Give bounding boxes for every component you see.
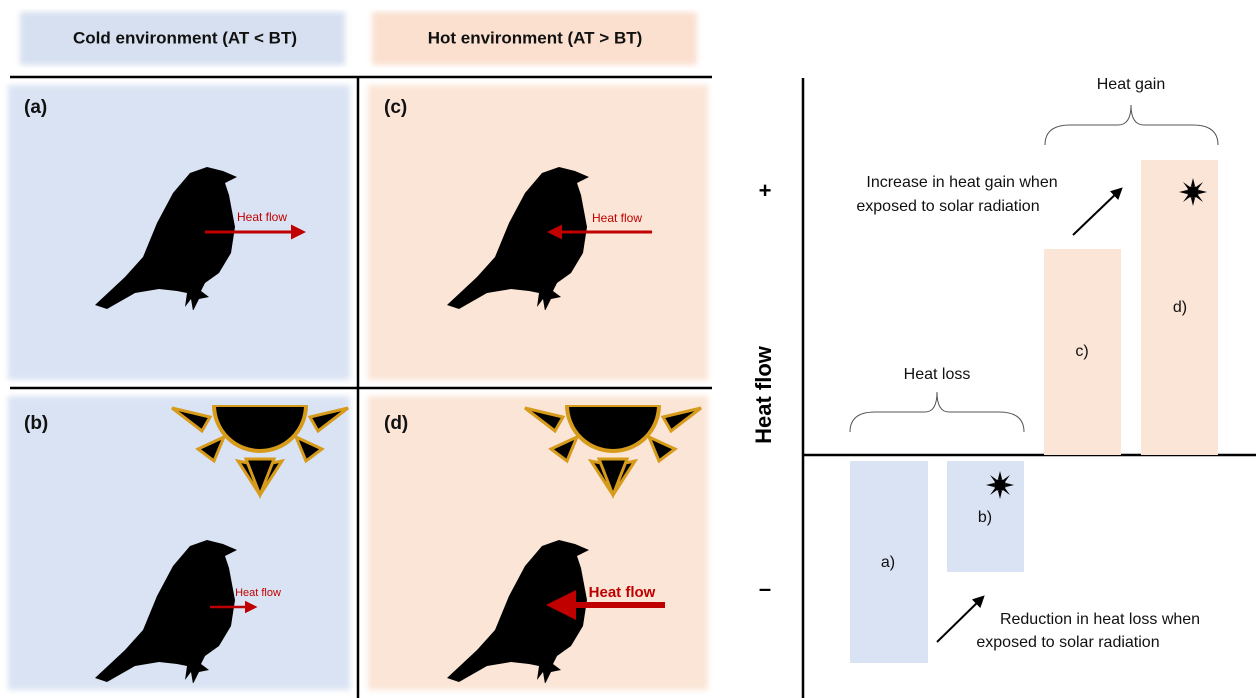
heat-loss-label: Heat loss [904,366,971,383]
axis-label: Heat flow [751,345,776,444]
header-hot: Hot environment (AT > BT) [428,28,643,47]
bar-label: b) [978,509,992,526]
bar-label: d) [1173,299,1187,316]
arrow-label: Heat flow [589,584,656,601]
panel-label: (b) [24,413,48,434]
sun-icon [1179,178,1207,206]
loss-note: exposed to solar radiation [976,634,1159,651]
gain-note: exposed to solar radiation [856,198,1039,215]
panel-label: (c) [384,97,407,118]
bar-label: c) [1075,343,1088,360]
figure: Cold environment (AT < BT) Hot environme… [0,0,1256,698]
arrow-label: Heat flow [592,211,642,225]
plus-sign: + [759,178,772,203]
panel-label: (d) [384,413,408,434]
sun-icon [986,471,1014,499]
header-cold: Cold environment (AT < BT) [73,28,297,47]
note-arrow [1073,189,1121,235]
arrow-label: Heat flow [235,587,281,599]
brace [850,392,1024,432]
brace [1045,105,1218,145]
loss-note: Reduction in heat loss when [1000,611,1200,628]
gain-note: Increase in heat gain when [866,174,1057,191]
heat-gain-label: Heat gain [1097,76,1166,93]
minus-sign: – [759,576,771,601]
bar-label: a) [881,554,895,571]
panel-label: (a) [24,97,47,118]
arrow-label: Heat flow [237,210,287,224]
